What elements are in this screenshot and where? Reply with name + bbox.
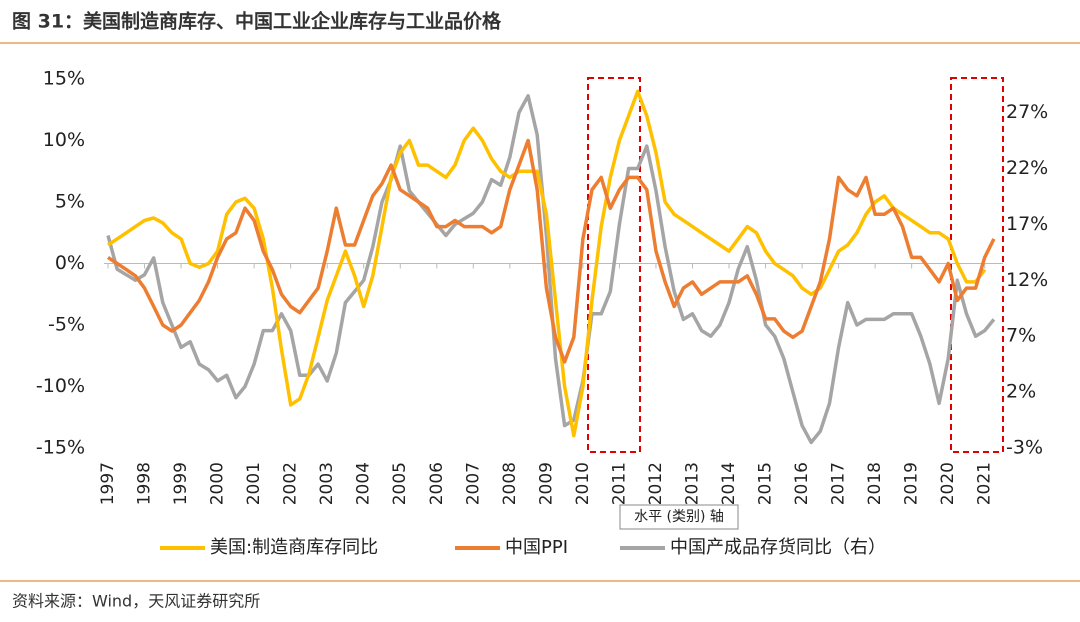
y2-tick-label: 12% (1006, 269, 1048, 291)
y2-tick-label: 17% (1006, 213, 1048, 235)
x-tick-label: 2021 (975, 462, 995, 505)
y-tick-label: 0% (55, 252, 85, 274)
y-tick-label: 5% (55, 191, 85, 213)
tooltip: 水平 (类别) 轴 (634, 509, 724, 525)
tooltip-box (619, 504, 739, 530)
x-tick-label: 2019 (902, 462, 922, 505)
y2-tick-label: 27% (1006, 101, 1048, 123)
x-tick-label: 2000 (208, 462, 228, 505)
source: 资料来源：Wind，天风证券研究所 (12, 592, 260, 611)
y-tick-label: 10% (43, 129, 85, 151)
legend-label: 美国:制造商库存同比 (210, 537, 378, 558)
x-tick-label: 2012 (646, 462, 666, 505)
highlight-box (587, 77, 641, 453)
x-tick-label: 2013 (682, 462, 702, 505)
y-tick-label: -10% (36, 375, 85, 397)
x-tick-label: 2006 (427, 462, 447, 505)
y-tick-label: -15% (36, 437, 85, 459)
x-tick-label: 2001 (244, 462, 264, 505)
legend-label: 中国PPI (505, 537, 568, 558)
x-tick-label: 2003 (317, 462, 337, 505)
x-tick-label: 2010 (573, 462, 593, 505)
legend-label: 中国产成品存货同比（右） (670, 537, 886, 558)
x-tick-label: 2014 (719, 462, 739, 505)
y2-tick-label: 22% (1006, 157, 1048, 179)
x-tick-label: 2002 (281, 462, 301, 505)
y2-tick-label: 2% (1006, 381, 1036, 403)
x-tick-label: 2008 (500, 462, 520, 505)
series-line (106, 94, 996, 445)
chart-title: 图 31：美国制造商库存、中国工业企业库存与工业品价格 (12, 10, 502, 33)
x-tick-label: 1998 (135, 462, 155, 505)
x-tick-label: 2009 (536, 462, 556, 505)
y2-tick-label: -3% (1006, 437, 1043, 459)
x-tick-label: 2015 (756, 462, 776, 505)
y-tick-label: 15% (43, 68, 85, 90)
x-tick-label: 2004 (354, 462, 374, 505)
series-line (107, 138, 996, 364)
x-tick-label: 2018 (865, 462, 885, 505)
x-tick-label: 2011 (609, 462, 629, 505)
y-tick-label: -5% (48, 314, 85, 336)
x-tick-label: 2007 (463, 462, 483, 505)
highlight-box (950, 77, 1004, 453)
x-tick-label: 2005 (390, 462, 410, 505)
x-tick-label: 2017 (829, 462, 849, 505)
x-tick-label: 2016 (792, 462, 812, 505)
x-tick-label: 2020 (938, 462, 958, 505)
x-tick-label: 1997 (98, 462, 118, 505)
plot: -15% -10% -5% 0% 5% 10% 15% -3% 2% 7% 12% 17% 22% 27%… (36, 68, 1048, 506)
y2-tick-label: 7% (1006, 325, 1036, 347)
x-tick-label: 1999 (171, 462, 191, 505)
series-line (107, 89, 987, 438)
